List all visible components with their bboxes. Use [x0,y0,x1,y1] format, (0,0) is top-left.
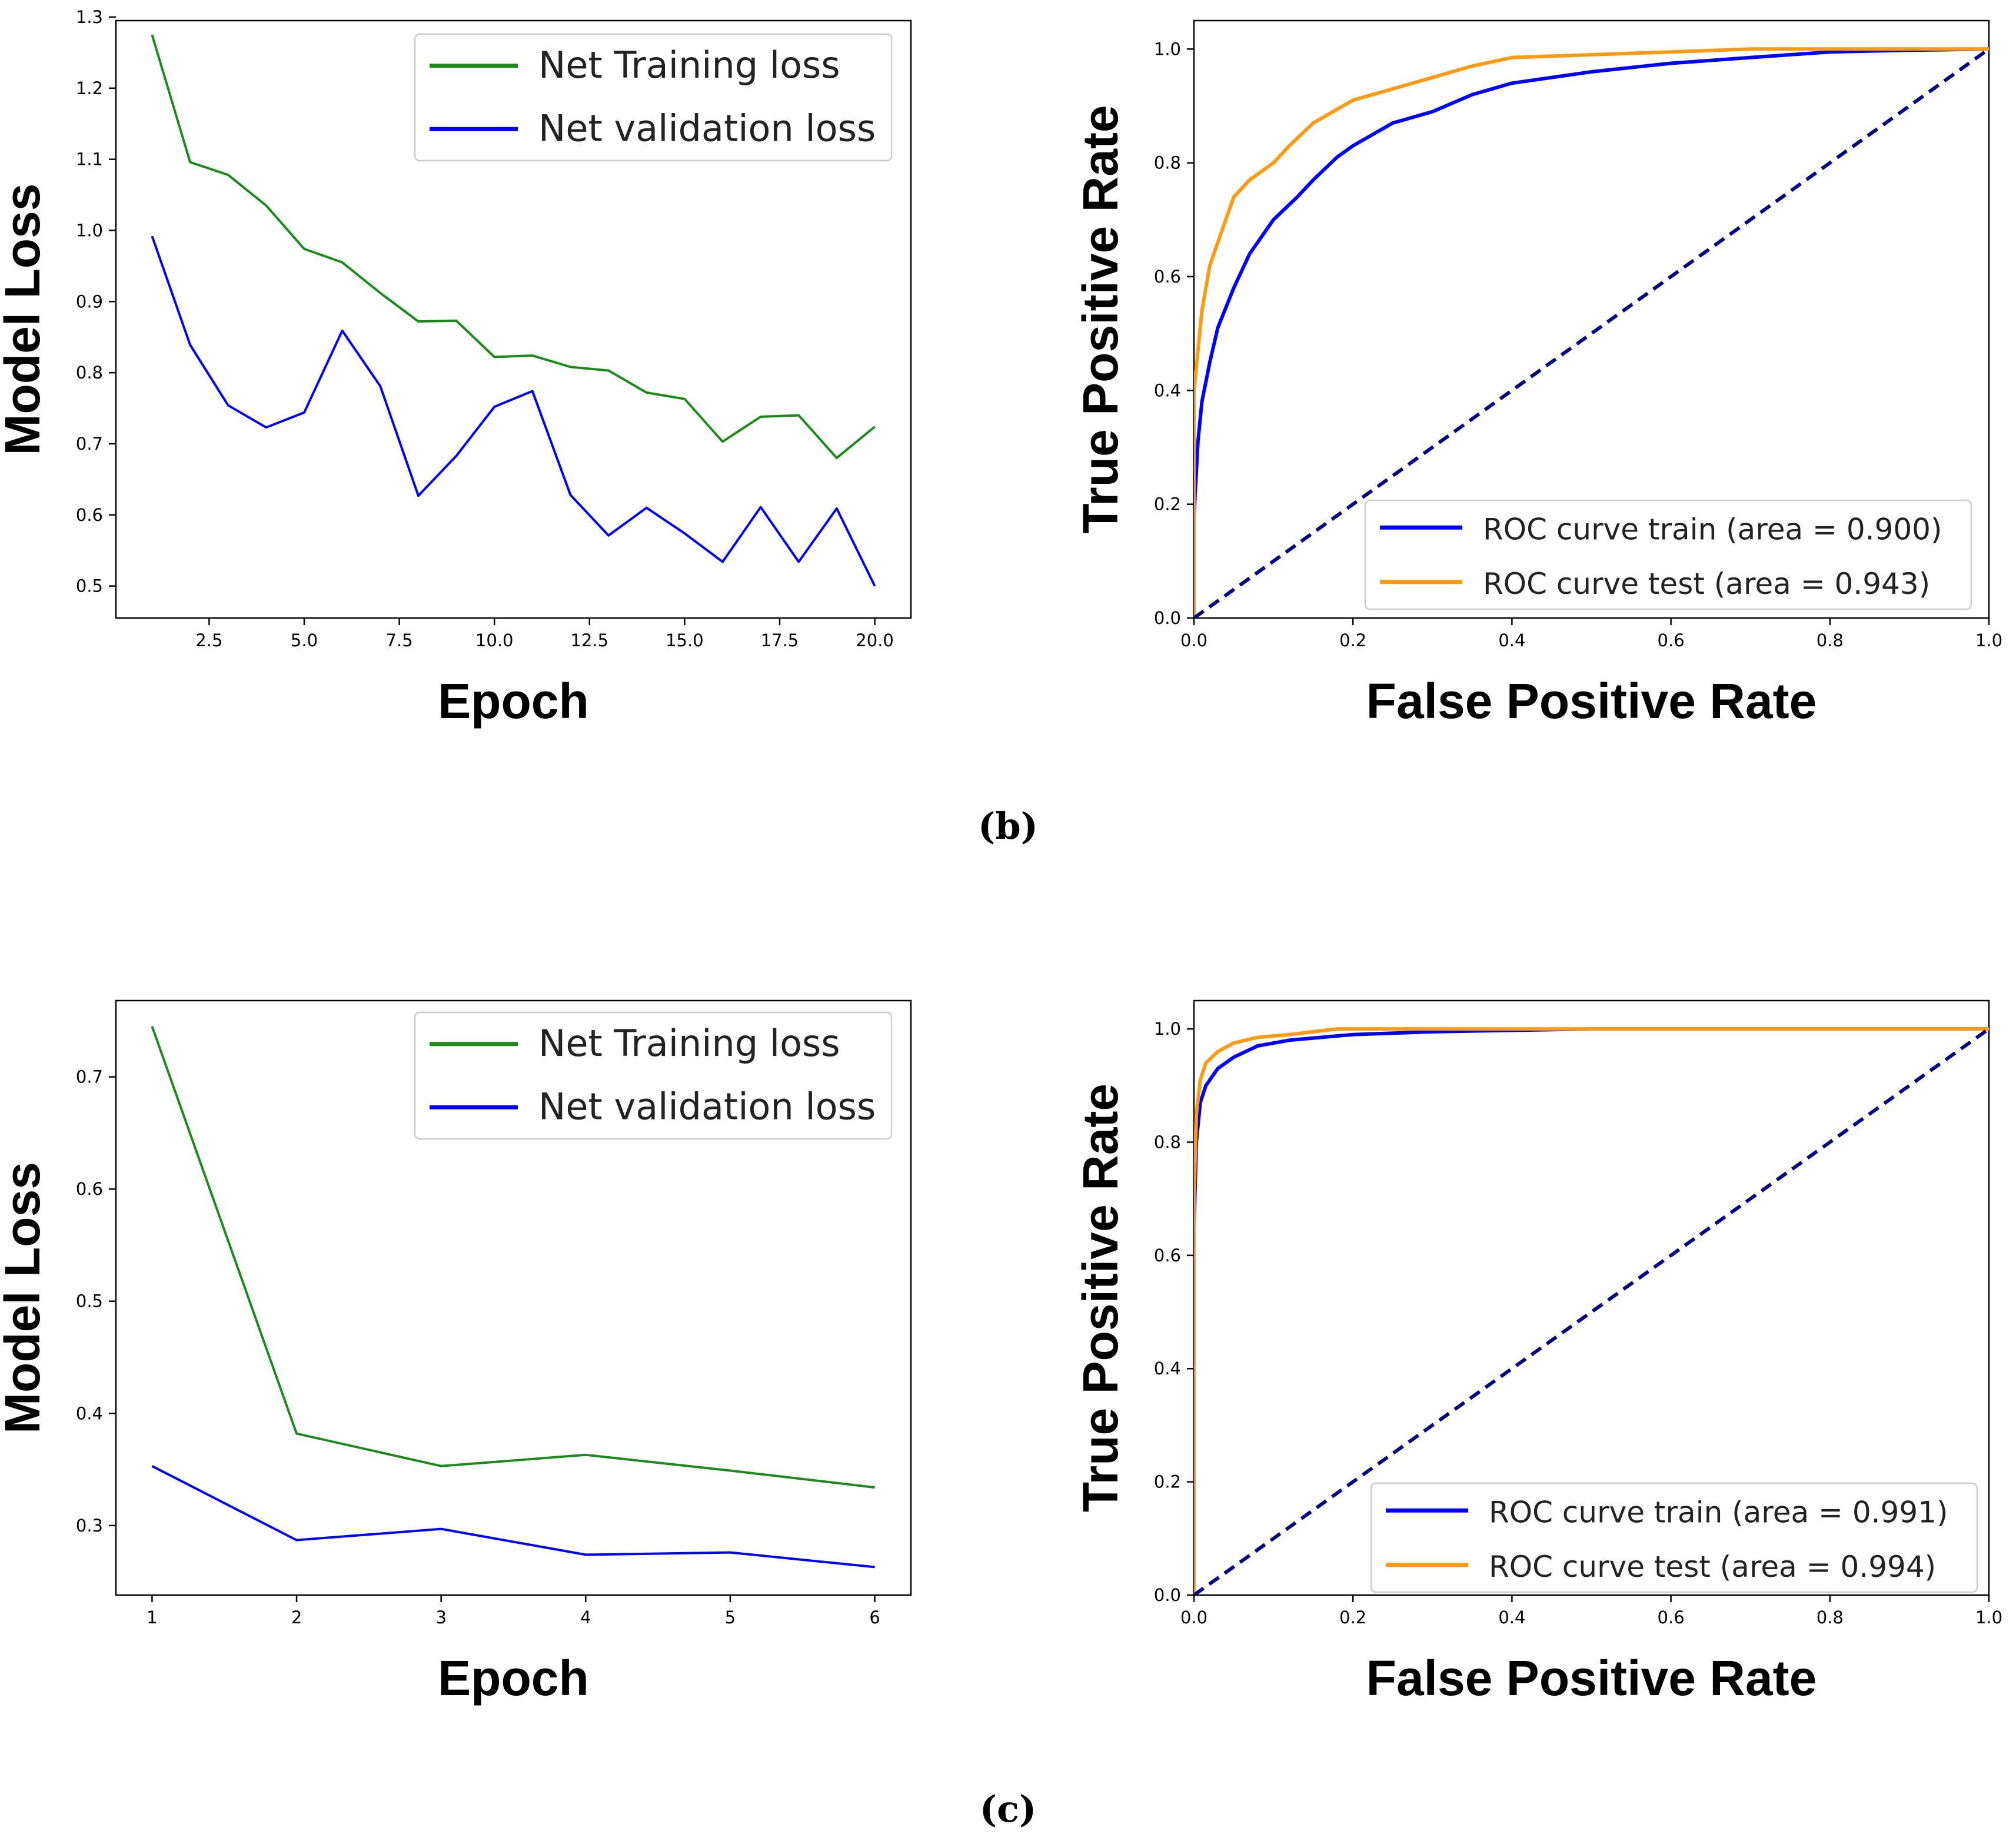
series-line [151,1026,875,1489]
y-axis-title: True Positive Rate [1073,105,1128,533]
legend: ROC curve train (area = 0.900) ROC curve … [1364,499,1972,610]
caption-b: (b) [978,805,1038,848]
x-axis-title: Epoch [438,673,589,729]
y-tick-label: 0.5 [76,576,103,596]
y-tick-label: 0.0 [1154,1585,1181,1605]
x-tick-label: 5.0 [291,630,318,650]
legend-box [1370,1482,1978,1593]
y-tick-label: 0.9 [76,291,103,311]
y-tick-label: 0.0 [1154,608,1181,628]
x-tick-label: 10.0 [475,630,514,650]
y-tick-label: 1.2 [76,78,103,98]
series-line [1194,47,1989,618]
y-tick-label: 0.8 [76,363,103,383]
y-tick-label: 0.7 [76,1067,103,1087]
x-tick-label: 2.5 [195,630,222,650]
series-line [151,235,876,587]
x-tick-label: 12.5 [570,630,608,650]
chart-roc-c: 0.0 0.2 0.4 0.6 0.8 1.0 0.0 0.2 0.4 0.6 0.8 1.0 Fals… [1073,999,2002,1706]
legend: ROC curve train (area = 0.991) ROC curve … [1370,1482,1978,1593]
x-axis-title: False Positive Rate [1366,673,1817,729]
series-line [1194,1027,1989,1595]
x-tick-label: 0.6 [1658,1607,1685,1627]
plot-frame [115,999,912,1596]
x-tick-label: 20.0 [856,630,894,650]
x-tick-label: 0.8 [1817,630,1844,650]
legend: Net Training loss Net validation loss [414,33,893,162]
y-tick-label: 1.0 [76,220,103,240]
x-tick-label: 0.0 [1180,630,1207,650]
x-tick-label: 0.6 [1658,630,1685,650]
x-tick-label: 0.4 [1498,630,1525,650]
legend-box [1364,499,1972,610]
chart-roc-b: 0.0 0.2 0.4 0.6 0.8 1.0 0.0 0.2 0.4 0.6 0.8 1.0 Fals… [1073,19,2002,729]
legend-label: Net Training loss [538,1022,840,1065]
legend-label: Net Training loss [538,44,840,87]
y-tick-label: 0.4 [1154,1358,1181,1378]
y-tick-label: 0.2 [1154,1472,1181,1492]
legend-label: ROC curve train (area = 0.900) [1483,512,1942,546]
y-axis-title: Model Loss [0,183,50,455]
chart-loss-c: 1 2 3 4 5 6 0.3 0.4 0.5 0.6 0.7 Epoch Model Loss Net … [0,999,912,1706]
x-tick-label: 15.0 [666,630,704,650]
x-tick-label: 1.0 [1975,630,2002,650]
x-tick-label: 0.0 [1180,1607,1207,1627]
y-tick-label: 0.6 [76,1179,103,1199]
y-tick-label: 1.1 [76,150,103,170]
x-tick-label: 6 [869,1607,880,1627]
legend-label: ROC curve test (area = 0.994) [1489,1550,1936,1584]
plot-frame [115,19,912,619]
legend-label: ROC curve train (area = 0.991) [1489,1495,1948,1529]
series-line [1194,47,1989,618]
chart-loss-b: 2.5 5.0 7.5 10.0 12.5 15.0 17.5 20.0 0.5 0.6 0.7 0.… [0,7,912,729]
series-line [151,1465,875,1569]
legend-label: Net validation loss [538,1085,876,1128]
x-tick-label: 5 [725,1607,736,1627]
x-tick-label: 2 [291,1607,302,1627]
y-tick-label: 1.0 [1154,39,1181,59]
y-axis-title: True Positive Rate [1073,1084,1128,1512]
y-tick-label: 0.6 [1154,1245,1181,1265]
x-tick-label: 17.5 [761,630,799,650]
x-tick-label: 0.8 [1817,1607,1844,1627]
legend-label: ROC curve test (area = 0.943) [1483,567,1930,601]
y-axis-title: Model Loss [0,1162,50,1434]
legend-box [414,33,893,162]
x-tick-label: 3 [435,1607,446,1627]
y-tick-label: 0.6 [76,505,103,525]
caption-c: (c) [980,1788,1036,1831]
x-tick-label: 4 [580,1607,591,1627]
legend: Net Training loss Net validation loss [414,1011,893,1140]
y-tick-label: 0.8 [1154,1132,1181,1152]
legend-box [414,1011,893,1140]
y-tick-label: 0.2 [1154,494,1181,514]
chance-diagonal-line [1194,1027,1989,1595]
x-tick-label: 1.0 [1975,1607,2002,1627]
x-tick-label: 7.5 [386,630,413,650]
x-tick-label: 0.4 [1498,1607,1525,1627]
y-tick-label: 1.0 [1154,1019,1181,1039]
y-tick-label: 0.5 [76,1291,103,1311]
y-tick-label: 0.8 [1154,153,1181,173]
series-line [151,34,876,460]
x-tick-label: 0.2 [1339,1607,1366,1627]
legend-label: Net validation loss [538,107,876,150]
x-axis-title: Epoch [438,1650,589,1706]
y-tick-label: 0.7 [76,434,103,454]
x-tick-label: 1 [147,1607,157,1627]
y-tick-label: 1.3 [76,7,103,27]
y-tick-label: 0.4 [1154,380,1181,400]
y-tick-label: 0.6 [1154,267,1181,287]
y-tick-label: 0.4 [76,1403,103,1423]
plot-frame [1193,19,1990,619]
chance-diagonal-line [1194,47,1989,618]
x-tick-label: 0.2 [1339,630,1366,650]
x-axis-title: False Positive Rate [1366,1650,1817,1706]
y-tick-label: 0.3 [76,1516,103,1536]
